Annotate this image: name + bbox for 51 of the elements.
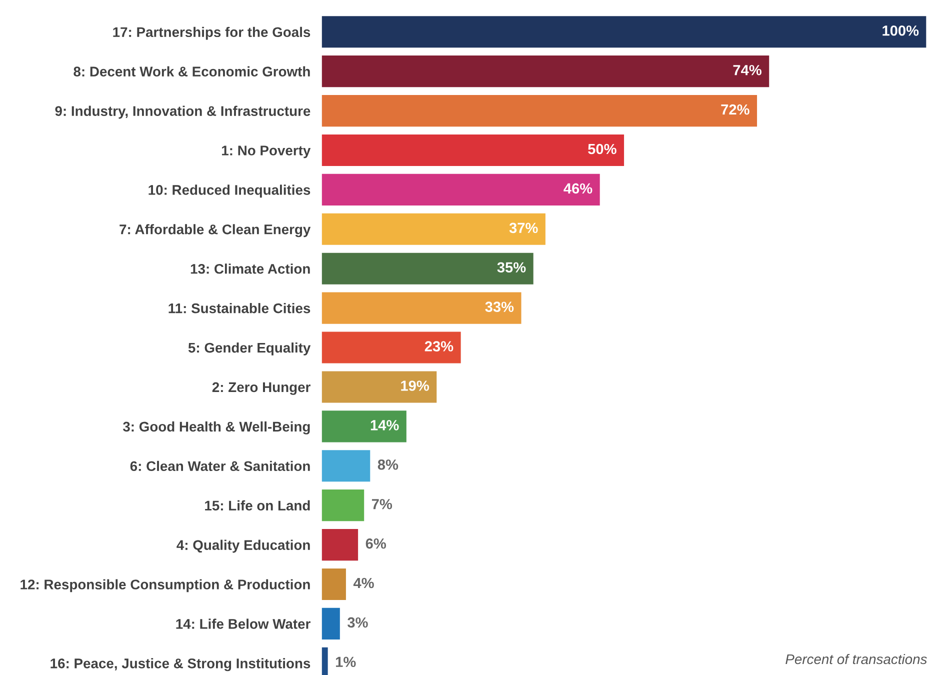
bar [322,16,926,48]
bar [322,174,600,206]
data-label: 19% [401,380,429,391]
y-tick-label: 16: Peace, Justice & Strong Institutions [50,658,310,672]
y-tick-label: 14: Life Below Water [176,618,310,629]
y-tick-label: 13: Climate Action [190,264,310,274]
y-tick-label: 6: Clean Water & Sanitation [130,460,310,472]
bar [322,292,522,324]
bar [322,410,406,442]
data-label: 23% [424,341,454,352]
bar [322,134,624,166]
y-tick-label: 8: Decent Work & Economic Growth [74,66,310,76]
data-label: 37% [509,222,538,234]
data-label: 3% [348,617,368,628]
data-label: 35% [497,262,526,273]
data-label: 7% [372,498,392,510]
y-tick-label: 12: Responsible Consumption & Production [20,579,310,592]
data-label: 1% [336,656,356,668]
annotation: Percent of transactions [786,654,927,664]
y-tick-label: 10: Reduced Inequalities [148,184,310,198]
bar [322,95,758,127]
bar [322,608,340,640]
data-label: 33% [485,302,514,312]
y-tick-label: 2: Zero Hunger [212,382,310,395]
data-label: 72% [721,104,750,115]
data-label: 14% [370,420,399,430]
y-tick-label: 9: Industry, Innovation & Infrastructure [55,106,310,119]
data-label: 50% [588,144,616,154]
bar [322,332,461,364]
bar [322,371,437,403]
bar [322,252,534,284]
y-tick-label: 3: Good Health & Well-Being [122,421,310,434]
data-label: 6% [366,538,386,549]
y-tick-label: 4: Quality Education [176,540,310,553]
y-tick-label: 11: Sustainable Cities [168,303,310,314]
data-label: 4% [353,578,374,588]
bar [322,490,364,522]
data-label: 46% [564,183,592,194]
bar [322,56,770,88]
y-tick-label: 17: Partnerships for the Goals [113,26,310,40]
y-tick-label: 5: Gender Equality [188,342,311,356]
y-tick-label: 1: No Poverty [222,146,311,158]
data-label: 100% [882,25,919,36]
data-label: 8% [378,459,398,470]
bar [322,450,370,482]
y-tick-label: 7: Affordable & Clean Energy [120,224,311,238]
y-tick-label: 15: Life on Land [205,500,310,511]
bar [322,213,546,245]
bar [322,529,358,561]
bar [322,568,346,600]
data-label: 74% [733,64,762,76]
